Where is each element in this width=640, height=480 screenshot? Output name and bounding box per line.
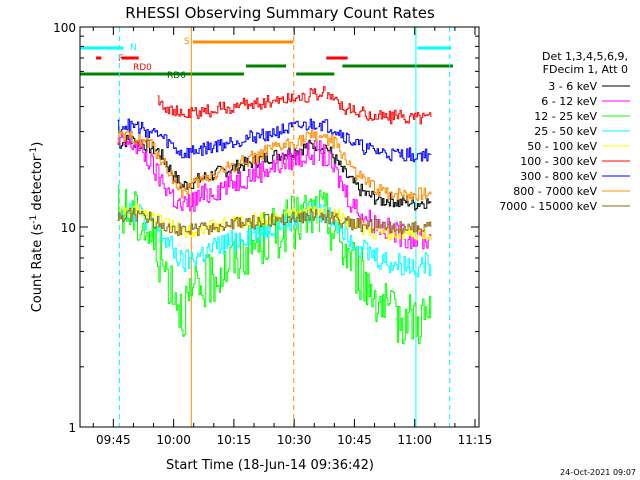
x-tick-label: 10:00 [156,433,191,447]
legend-label: 7000 - 15000 keV [499,200,597,213]
legend: Det 1,3,4,5,6,9,FDecim 1, Att 0 3 - 6 keV… [499,50,630,213]
series-line-7 [117,129,318,199]
series-line-7 [318,134,432,202]
flag-bars: NF RD0 S RD6 [80,37,453,81]
axes: 1 10 100 09:45 10:00 10:15 10:30 10:45 11:00 11:1… [53,21,492,447]
x-tick-label: 10:30 [277,433,312,447]
legend-label: 800 - 7000 keV [513,185,597,198]
series-line-5 [326,92,432,125]
series-line-8 [117,207,318,237]
x-tick-label: 11:15 [458,433,493,447]
series-line-1 [117,133,318,212]
legend-label: 25 - 50 keV [534,125,597,138]
series-line-5 [157,86,326,120]
x-axis-label: Start Time (18-Jun-14 09:36:42) [166,458,374,473]
series-line-8 [318,209,432,235]
y-tick-label: 10 [61,221,76,235]
series-line-2 [318,189,432,345]
legend-header: FDecim 1, Att 0 [543,63,628,76]
legend-label: 6 - 12 keV [541,95,597,108]
series-line-2 [117,184,318,337]
series-line-0 [318,144,432,211]
legend-label: 300 - 800 keV [520,170,597,183]
x-tick-label: 10:15 [217,433,252,447]
y-axis-label: Count Rate (s-1 detector-1) [29,142,45,313]
y-tick-label: 1 [68,421,76,435]
legend-label: 3 - 6 keV [548,80,597,93]
flag-label: RD6 [167,71,186,81]
x-tick-label: 10:45 [337,433,372,447]
y-tick-label: 100 [53,21,76,35]
series-line-6 [117,118,318,159]
footer-date: 24-Oct-2021 09:07 [560,468,636,477]
series-line-6 [318,119,432,163]
flag-label: S [184,37,190,47]
series-line-4 [318,207,432,241]
data-series [117,86,432,345]
legend-label: 100 - 300 keV [520,155,597,168]
x-tick-label: 09:45 [96,433,131,447]
legend-label: 12 - 25 keV [534,110,597,123]
chart-title: RHESSI Observing Summary Count Rates [125,4,435,22]
legend-label: 50 - 100 keV [527,140,597,153]
series-line-0 [117,134,318,190]
flag-label: RD0 [133,63,152,73]
legend-header: Det 1,3,4,5,6,9, [542,50,628,63]
x-tick-label: 11:00 [397,433,432,447]
flag-label: F [118,54,123,64]
flag-label: N [130,43,137,53]
series-line-3 [117,199,318,272]
series-line-3 [318,204,432,278]
